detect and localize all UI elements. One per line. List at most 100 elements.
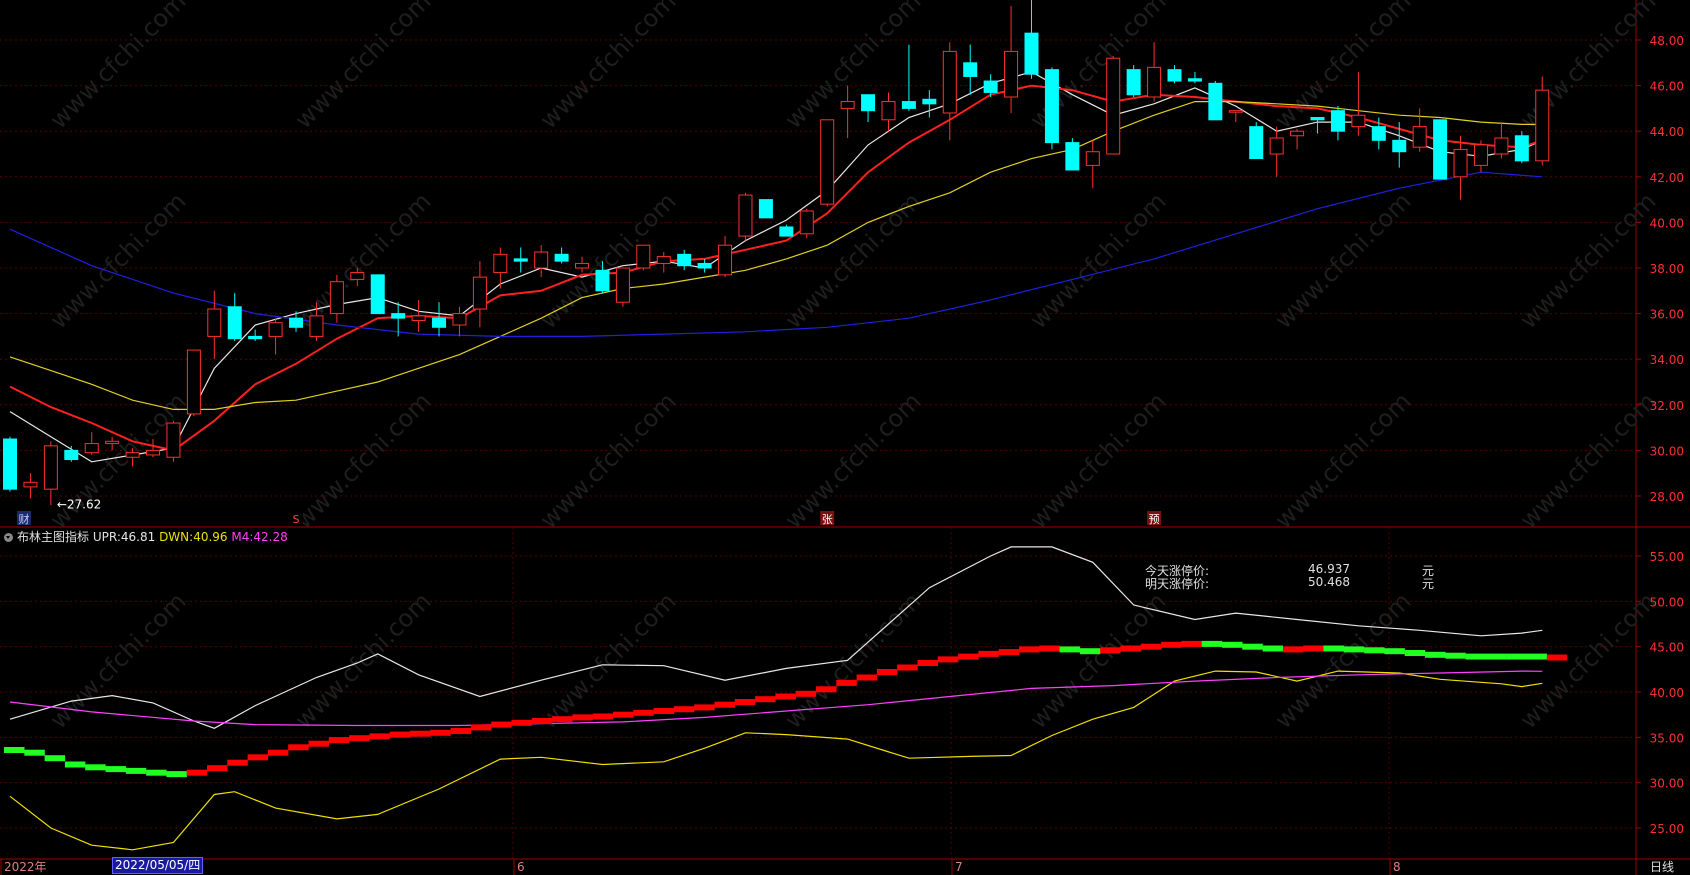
indicator-legend[interactable]: 布林主图指标 UPR:46.81 DWN:40.96 M4:42.28 [4, 528, 288, 545]
candle-body [636, 244, 651, 269]
event-marker-bg [1147, 511, 1162, 525]
bolling-step-segment [998, 649, 1020, 656]
indicator-panel[interactable] [4, 546, 1568, 851]
bolling-step-segment [247, 754, 269, 761]
bolling-step-segment [694, 704, 715, 711]
event-marker-bg [289, 511, 304, 525]
bolling-step-segment [4, 747, 25, 753]
candle-body [186, 349, 201, 415]
bolling-step-segment [795, 690, 817, 697]
candle-body [125, 452, 140, 458]
candle-body [1371, 126, 1386, 141]
candle [329, 274, 344, 323]
candle-body [1004, 50, 1019, 98]
candle-body [1290, 130, 1305, 137]
bolling-step-segment [653, 708, 675, 714]
candle-body [1535, 89, 1550, 162]
candle [1351, 71, 1366, 136]
candle [636, 244, 651, 271]
candle [3, 436, 17, 492]
bolling-step-segment [227, 759, 248, 766]
bolling-step-segment [1079, 648, 1101, 655]
event-marker: 财 [17, 511, 31, 526]
tomorrow-limit-label: 明天涨停价: [1145, 577, 1210, 591]
candle [758, 199, 773, 219]
candle-body [758, 199, 773, 219]
candle [718, 236, 733, 278]
candle [1187, 71, 1202, 84]
bolling-step-segment [673, 706, 695, 713]
today-limit-value: 46.937 [1308, 562, 1350, 576]
period-label[interactable]: 日线 [1650, 860, 1675, 874]
candle [207, 290, 222, 360]
candle [942, 42, 957, 141]
candle [268, 318, 283, 355]
bolling-step-segment [897, 664, 918, 671]
x-tick-label: 6 [517, 860, 525, 874]
candle-body [43, 445, 58, 490]
watermark-text: www.cfchi.com [1269, 587, 1416, 734]
watermark-text: www.cfchi.com [779, 387, 926, 534]
main-y-tick-label: 28.00 [1650, 490, 1684, 504]
candle [1228, 110, 1243, 123]
candle-body [432, 317, 447, 328]
candle-body [922, 98, 937, 105]
candle-body [1147, 66, 1162, 98]
bolling-step-segment [24, 749, 45, 756]
candle-body [64, 449, 79, 461]
candle-body [268, 322, 283, 337]
main-y-tick-label: 34.00 [1650, 353, 1684, 367]
candle-body [554, 253, 569, 262]
bolling-step-segment [267, 749, 289, 756]
candle [840, 85, 855, 139]
bolling-step-segment [1039, 645, 1060, 652]
candle-body [534, 251, 549, 269]
candle [64, 445, 79, 462]
candle-body [861, 94, 876, 112]
bolling-step-segment [1100, 647, 1121, 654]
candle [472, 261, 487, 328]
bolling-step-segment [1485, 653, 1507, 660]
candle-body [1351, 114, 1366, 128]
indicator-toggle-icon[interactable] [4, 533, 13, 542]
candle-body [779, 226, 794, 237]
main-y-tick-label: 36.00 [1650, 308, 1684, 322]
bolling-step-segment [714, 701, 735, 708]
today-limit-label: 今天涨停价: [1145, 564, 1210, 578]
candle [452, 306, 467, 337]
ma-line-0 [9, 71, 1543, 463]
bolling-step-segment [511, 719, 532, 726]
bolling-step-segment [1384, 648, 1405, 655]
candle-body [1249, 126, 1264, 160]
bolling-step-segment [1526, 653, 1547, 660]
event-marker-bg [17, 511, 31, 525]
candle [595, 261, 610, 294]
indicator-y-tick-label: 45.00 [1650, 641, 1684, 655]
bolling-step-segment [146, 769, 167, 776]
candle-body [411, 315, 426, 321]
candle [1494, 122, 1509, 159]
bolling-step-segment [1425, 651, 1446, 658]
candle [1290, 128, 1305, 150]
indicator-y-tick-label: 40.00 [1650, 686, 1684, 700]
tomorrow-limit-value: 50.468 [1308, 575, 1350, 589]
candle [615, 267, 630, 307]
bolling-step-segment [1262, 645, 1284, 652]
indicator-line-dwn [9, 670, 1543, 851]
candle [1004, 5, 1019, 113]
bolling-step-segment [1465, 653, 1487, 660]
bolling-step-segment [876, 669, 898, 675]
candle [983, 74, 998, 97]
candle [1269, 126, 1284, 177]
candle-body [1187, 78, 1202, 82]
candle [1535, 76, 1550, 166]
bolling-step-segment [755, 696, 776, 703]
bolling-step-segment [1181, 640, 1202, 647]
candle [1371, 117, 1386, 150]
main-y-tick-label: 48.00 [1650, 34, 1684, 48]
candle [1453, 135, 1468, 200]
candle-body [513, 258, 528, 262]
candle-body [289, 317, 304, 328]
